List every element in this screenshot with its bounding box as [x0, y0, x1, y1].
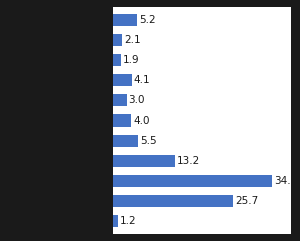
Text: 5.5: 5.5	[140, 135, 157, 146]
Bar	[112, 175, 272, 187]
Bar	[112, 94, 127, 107]
Bar	[112, 134, 138, 147]
Text: 1.9: 1.9	[123, 55, 140, 65]
Bar	[112, 74, 132, 87]
Text: 25.7: 25.7	[235, 196, 258, 206]
Text: 2.1: 2.1	[124, 35, 141, 45]
Bar	[112, 14, 137, 26]
Bar	[112, 154, 175, 167]
Bar	[112, 114, 131, 127]
Text: 13.2: 13.2	[176, 156, 200, 166]
Text: 34.0: 34.0	[274, 176, 297, 186]
Text: 4.1: 4.1	[134, 75, 150, 85]
Bar	[112, 54, 122, 66]
Bar	[112, 34, 122, 46]
Text: 1.2: 1.2	[120, 216, 136, 226]
Bar	[112, 215, 118, 227]
Text: 4.0: 4.0	[133, 115, 150, 126]
Text: 3.0: 3.0	[128, 95, 145, 106]
Text: 5.2: 5.2	[139, 15, 155, 25]
Bar	[112, 195, 233, 207]
